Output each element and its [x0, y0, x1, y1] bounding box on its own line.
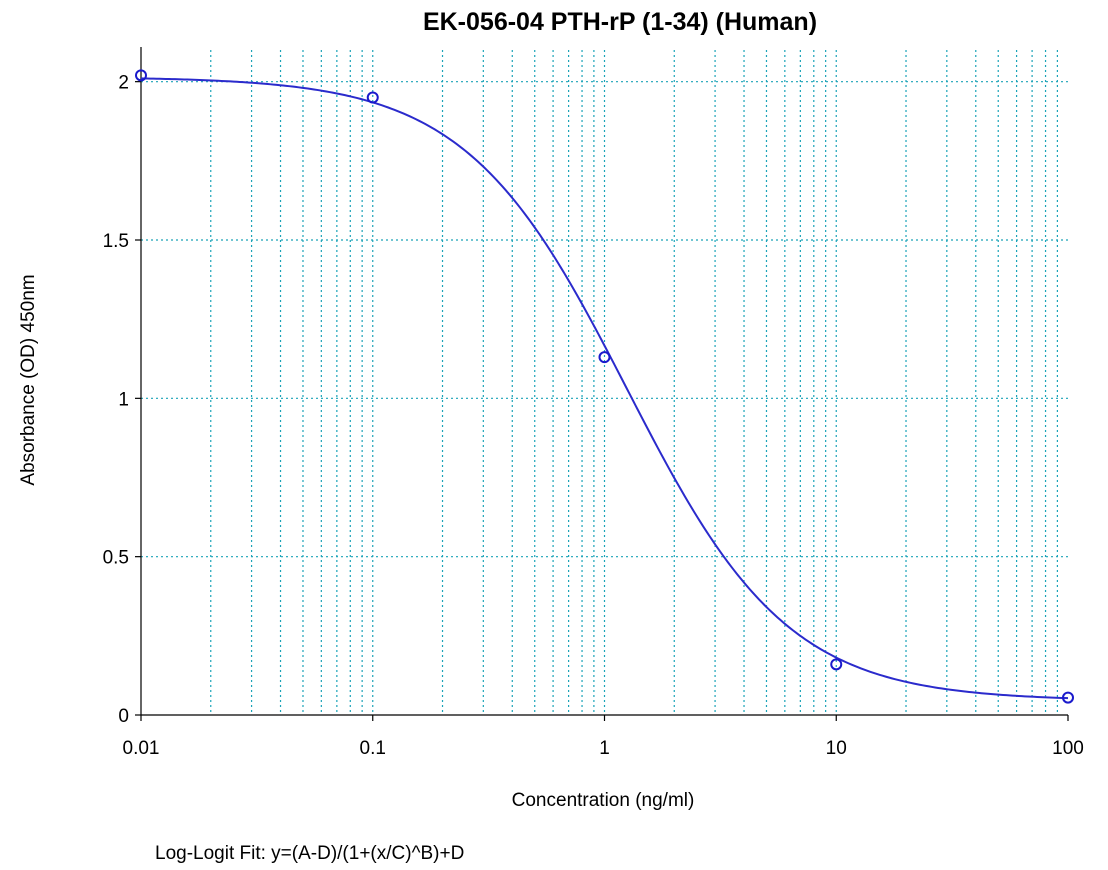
y-tick-label: 0: [118, 706, 129, 727]
x-tick-label: 1: [599, 738, 610, 759]
x-axis-label: Concentration (ng/ml): [512, 790, 695, 811]
fit-curve: [140, 77, 1069, 700]
y-tick-label: 1.5: [103, 231, 129, 252]
y-tick-label: 1: [118, 389, 129, 410]
y-tick-labels: 0 0.5 1 1.5 2: [103, 73, 129, 727]
x-tick-labels: 0.01 0.1 1 10 100: [123, 738, 1084, 759]
data-point: [830, 658, 843, 671]
x-tick-label: 0.1: [360, 738, 386, 759]
data-point: [598, 351, 611, 364]
x-tick-label: 0.01: [123, 738, 160, 759]
data-points: [135, 69, 1074, 704]
data-point: [135, 69, 147, 82]
axes: [135, 47, 1069, 721]
data-point: [1062, 691, 1074, 704]
y-axis-label: Absorbance (OD) 450nm: [18, 274, 39, 485]
fit-annotation: Log-Logit Fit: y=(A-D)/(1+(x/C)^B)+D: [155, 843, 464, 864]
grid: [141, 50, 1068, 715]
y-tick-label: 2: [118, 73, 129, 94]
x-tick-label: 100: [1052, 738, 1084, 759]
y-tick-label: 0.5: [103, 548, 129, 569]
chart-title: EK-056-04 PTH-rP (1-34) (Human): [423, 8, 817, 36]
data-point: [366, 91, 379, 104]
x-tick-label: 10: [826, 738, 847, 759]
